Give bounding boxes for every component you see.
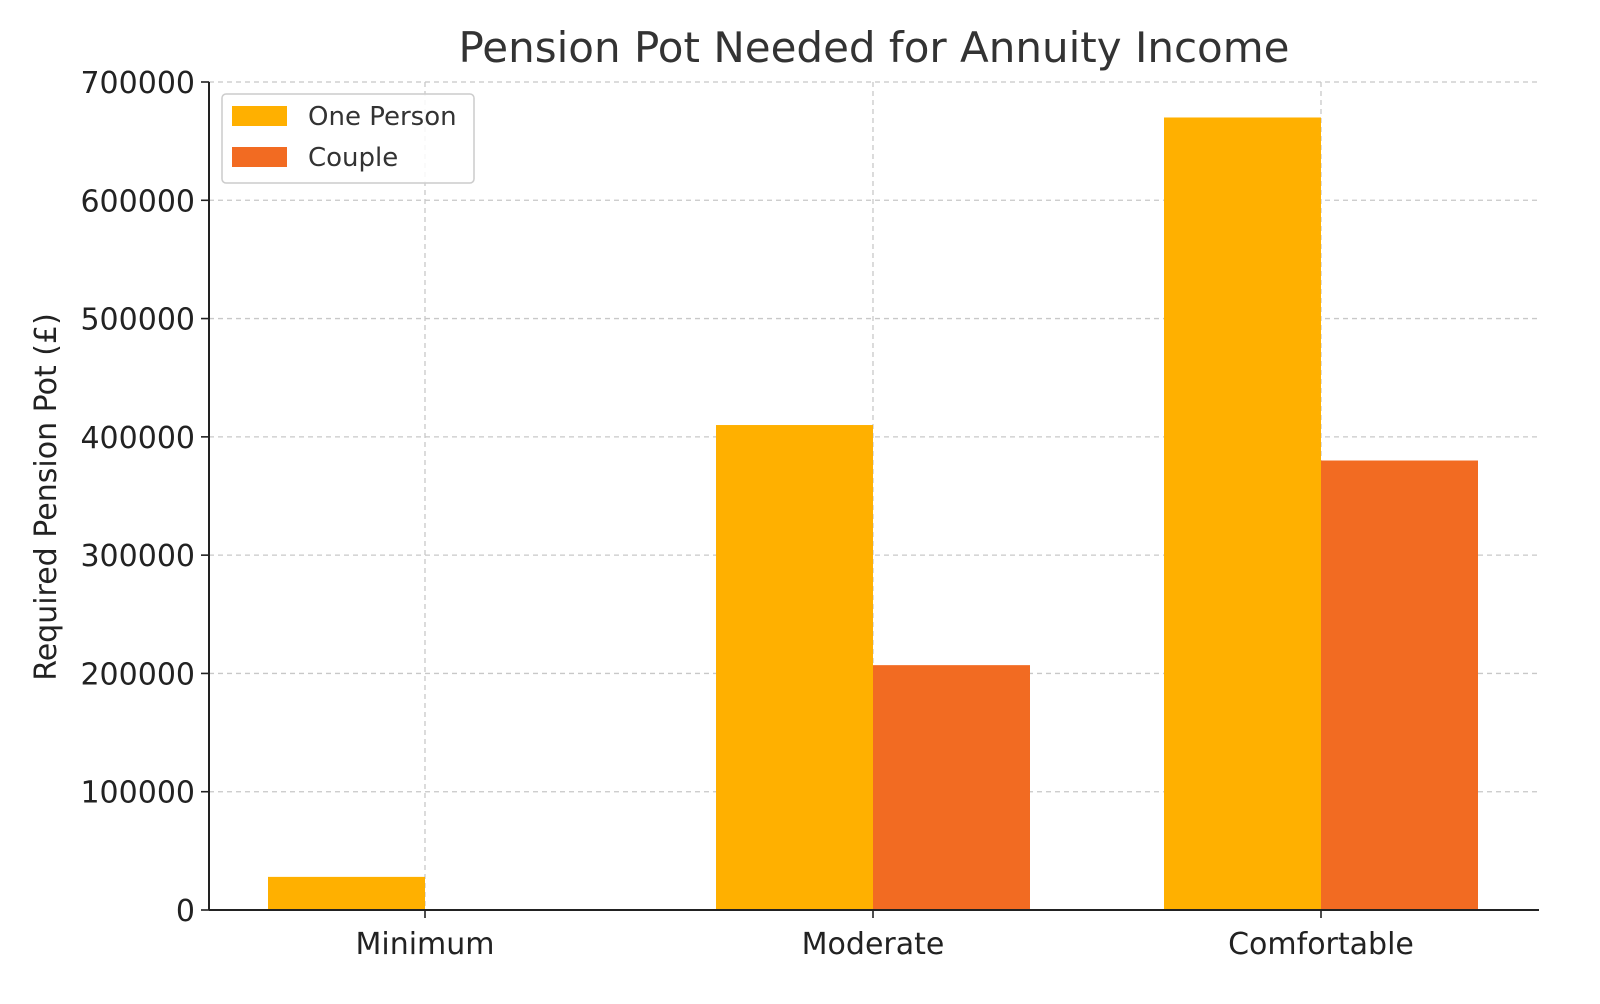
y-tick-label: 300000 — [80, 539, 195, 574]
legend: One Person Couple — [221, 93, 475, 184]
x-tick-label-comfortable: Comfortable — [1228, 927, 1414, 962]
legend-swatch-one-person — [232, 106, 287, 126]
y-tick-label: 400000 — [80, 421, 195, 456]
legend-label-one-person: One Person — [308, 102, 457, 132]
bar-one-person-minimum — [268, 876, 425, 910]
y-tick-label: 200000 — [80, 657, 195, 692]
y-axis-label: Required Pension Pot (£) — [29, 313, 64, 681]
legend-label-couple: Couple — [308, 143, 398, 173]
y-tick-label: 500000 — [80, 303, 195, 338]
chart-title: Pension Pot Needed for Annuity Income — [458, 23, 1289, 72]
x-tick-label-moderate: Moderate — [802, 927, 945, 962]
x-tick-label-minimum: Minimum — [355, 927, 494, 962]
bar-couple-comfortable — [1321, 460, 1478, 910]
bar-one-person-moderate — [716, 425, 873, 910]
y-tick-label: 0 — [176, 894, 195, 929]
axes-layer: 0 100000 200000 300000 400000 500000 600000 700… — [80, 66, 1539, 962]
legend-swatch-couple — [232, 147, 287, 167]
y-tick-label: 100000 — [80, 776, 195, 811]
bar-one-person-comfortable — [1164, 117, 1321, 910]
y-tick-label: 700000 — [80, 66, 195, 101]
y-tick-label: 600000 — [80, 184, 195, 219]
bar-couple-moderate — [873, 665, 1030, 910]
bars-layer — [268, 117, 1478, 910]
